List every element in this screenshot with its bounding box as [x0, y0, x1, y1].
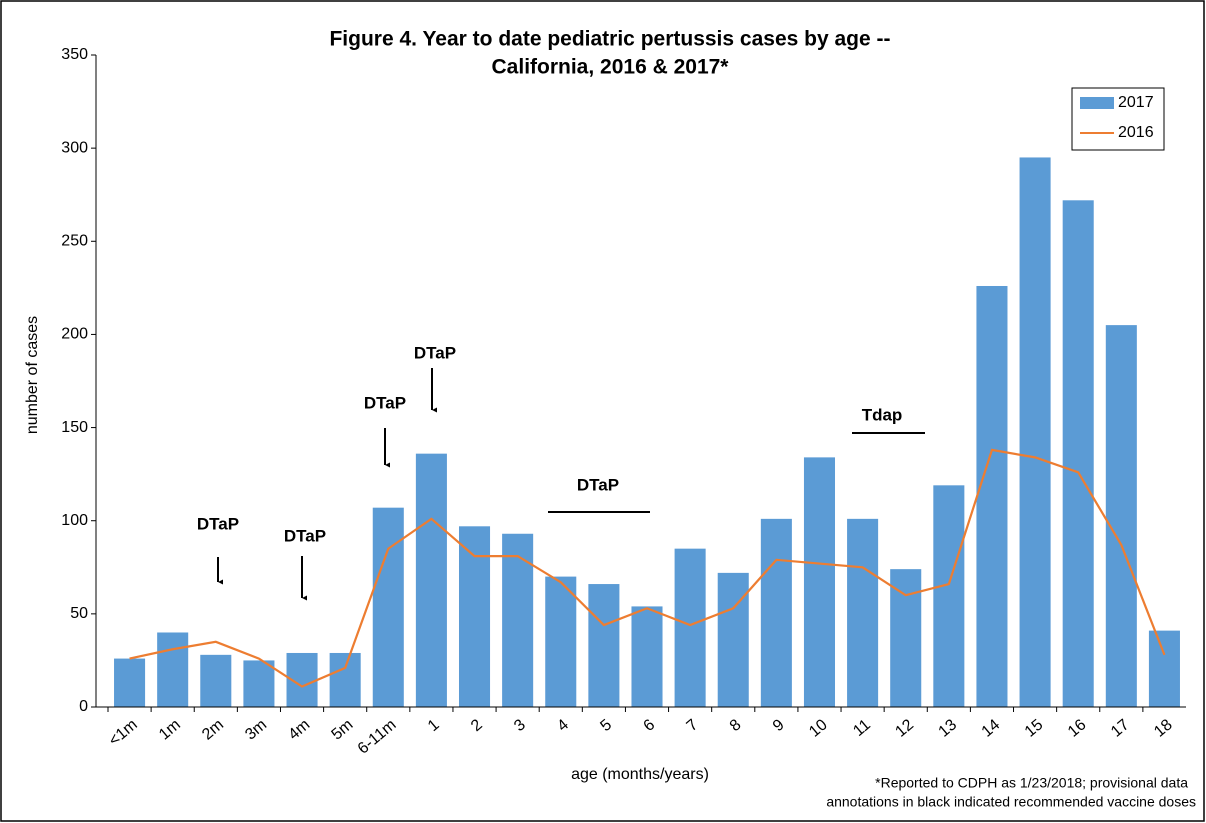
bar: [243, 660, 275, 707]
bar: [458, 526, 491, 707]
y-tick-label: 200: [61, 326, 88, 343]
bar: [1105, 325, 1137, 707]
bar: [502, 533, 534, 707]
bar: [545, 576, 577, 707]
y-tick-label: 150: [61, 419, 88, 436]
bar: [1148, 630, 1180, 707]
bar: [1019, 157, 1051, 707]
bar: [157, 632, 189, 707]
x-axis-label: age (months/years): [571, 766, 709, 783]
bar: [1062, 200, 1094, 707]
bar: [588, 584, 620, 707]
chart-subtitle: California, 2016 & 2017*: [492, 56, 730, 79]
bar: [976, 285, 1008, 707]
annotation: DTaP: [577, 475, 619, 494]
line: [129, 448, 1166, 688]
y-tick-label: 0: [79, 698, 88, 715]
bar: [717, 572, 749, 707]
bar: [200, 654, 232, 707]
y-tick-label: 300: [61, 139, 88, 156]
annotation: DTaP: [414, 343, 456, 362]
annotation: Tdap: [862, 405, 903, 424]
bar: [803, 457, 836, 707]
bar: [329, 652, 361, 707]
y-tick-label: 50: [70, 605, 88, 622]
bar: [890, 569, 922, 707]
annotation: DTaP: [284, 526, 326, 545]
y-tick-label: 350: [61, 46, 88, 63]
legend-label: 2016: [1118, 124, 1154, 141]
chart-title: Figure 4. Year to date pediatric pertuss…: [329, 28, 890, 51]
footnote: *Reported to CDPH as 1/23/2018; provisio…: [875, 775, 1188, 791]
legend: 2017 2016: [1071, 87, 1165, 151]
bar: [631, 606, 663, 707]
bar: [415, 453, 447, 707]
annotation: DTaP: [197, 514, 239, 533]
y-tick-label: 250: [61, 233, 88, 250]
footnote: annotations in black indicated recommend…: [826, 794, 1196, 810]
y-tick-label: 100: [61, 512, 88, 529]
annotation-arrows: [217, 368, 925, 601]
y-axis-label: number of cases: [24, 316, 41, 434]
bar: [847, 518, 879, 707]
bar: [760, 518, 792, 707]
legend-swatch: [1080, 97, 1114, 109]
bar: [674, 548, 706, 707]
bar: [933, 485, 965, 707]
legend-box: [1071, 87, 1165, 151]
legend-label: 2017: [1118, 94, 1154, 111]
bar: [114, 658, 146, 707]
bar: [372, 507, 404, 707]
annotation: DTaP: [364, 393, 406, 412]
